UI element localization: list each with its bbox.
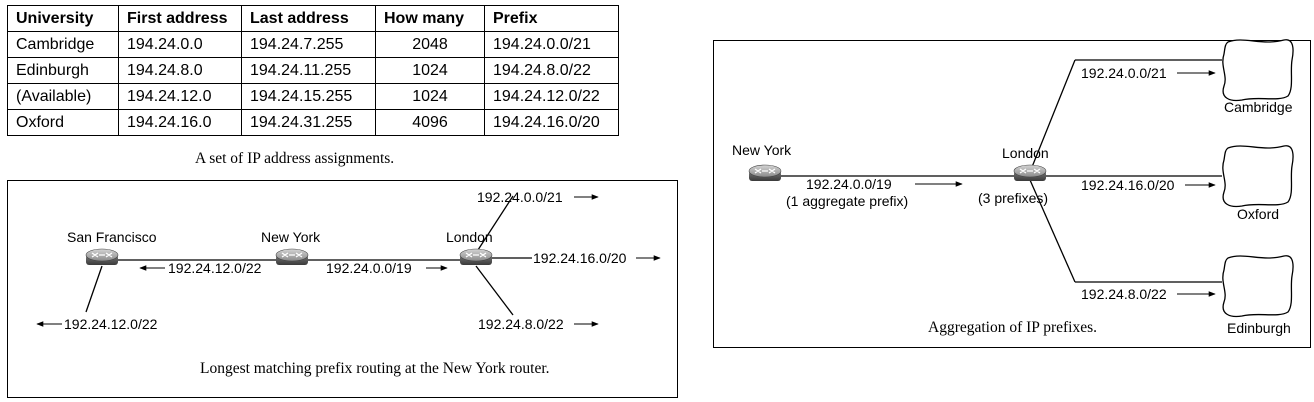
- table-cell: (Available): [7, 83, 119, 110]
- aggregation-link: [1029, 59, 1076, 173]
- table-cell: 194.24.12.0: [118, 83, 242, 110]
- table-cell: 1024: [375, 57, 485, 84]
- route-label: 192.24.16.0/20: [533, 250, 627, 266]
- routing-link: [475, 265, 514, 316]
- table-header-row: University First address Last address Ho…: [7, 5, 619, 32]
- routing-diagram: San Francisco New York London 192.24.12.…: [7, 180, 678, 398]
- table-cell: 194.24.7.255: [241, 31, 376, 58]
- aggregation-diagram: New York London 192.24.0.0/19 (1 aggrega…: [713, 39, 1311, 348]
- table-cell: 194.24.8.0: [118, 57, 242, 84]
- routing-link: [475, 195, 514, 254]
- aggregation-diagram-frame: [713, 40, 1311, 348]
- router-icon: [1013, 164, 1047, 182]
- router-icon: [275, 248, 309, 266]
- table-cell: Edinburgh: [7, 57, 119, 84]
- table-cell: 194.24.0.0/21: [484, 31, 619, 58]
- router-label-london: London: [1002, 145, 1049, 161]
- routing-link: [85, 265, 103, 313]
- router-label-new-york: New York: [261, 229, 321, 245]
- table-row: Oxford 194.24.16.0 194.24.31.255 4096 19…: [7, 109, 619, 136]
- router-label-london: London: [446, 229, 493, 245]
- header-how-many: How many: [375, 5, 485, 32]
- table-cell: 194.24.16.0/20: [484, 109, 619, 136]
- header-first-address: First address: [118, 5, 242, 32]
- table-cell: Oxford: [7, 109, 119, 136]
- route-label: 192.24.12.0/22: [64, 316, 158, 332]
- cloud-icon: [1222, 255, 1294, 318]
- router-icon: [85, 248, 119, 266]
- route-label: 192.24.16.0/20: [1081, 177, 1175, 193]
- header-university: University: [7, 5, 119, 32]
- cloud-label-cambridge: Cambridge: [1224, 99, 1293, 115]
- route-label: 192.24.0.0/21: [1081, 65, 1167, 81]
- route-note: (1 aggregate prefix): [786, 193, 908, 209]
- aggregation-link: [1029, 179, 1076, 283]
- route-note: (3 prefixes): [978, 190, 1048, 206]
- router-label-new-york: New York: [732, 142, 792, 158]
- table-cell: 2048: [375, 31, 485, 58]
- route-label: 192.24.0.0/19: [806, 176, 892, 192]
- router-icon: [459, 248, 493, 266]
- routing-caption: Longest matching prefix routing at the N…: [200, 360, 550, 377]
- cloud-icon: [1222, 145, 1294, 208]
- table-cell: 194.24.0.0: [118, 31, 242, 58]
- table-cell: 194.24.8.0/22: [484, 57, 619, 84]
- table-row: (Available) 194.24.12.0 194.24.15.255 10…: [7, 83, 619, 110]
- table-row: Cambridge 194.24.0.0 194.24.7.255 2048 1…: [7, 31, 619, 58]
- table-cell: 194.24.11.255: [241, 57, 376, 84]
- router-label-san-francisco: San Francisco: [67, 229, 157, 245]
- route-label: 192.24.8.0/22: [1081, 286, 1167, 302]
- table-row: Edinburgh 194.24.8.0 194.24.11.255 1024 …: [7, 57, 619, 84]
- address-table: University First address Last address Ho…: [7, 5, 619, 136]
- route-label: 192.24.12.0/22: [168, 260, 262, 276]
- route-label: 192.24.0.0/19: [326, 260, 412, 276]
- cloud-label-oxford: Oxford: [1237, 206, 1279, 222]
- route-label: 192.24.0.0/21: [477, 189, 563, 205]
- route-label: 192.24.8.0/22: [478, 316, 564, 332]
- router-icon: [748, 164, 782, 182]
- table-cell: 194.24.16.0: [118, 109, 242, 136]
- cloud-label-edinburgh: Edinburgh: [1227, 320, 1291, 336]
- routing-diagram-frame: [7, 180, 678, 398]
- cloud-icon: [1222, 39, 1294, 102]
- aggregation-caption: Aggregation of IP prefixes.: [928, 319, 1098, 336]
- table-caption: A set of IP address assignments.: [195, 150, 395, 167]
- header-prefix: Prefix: [484, 5, 619, 32]
- table-cell: 194.24.12.0/22: [484, 83, 619, 110]
